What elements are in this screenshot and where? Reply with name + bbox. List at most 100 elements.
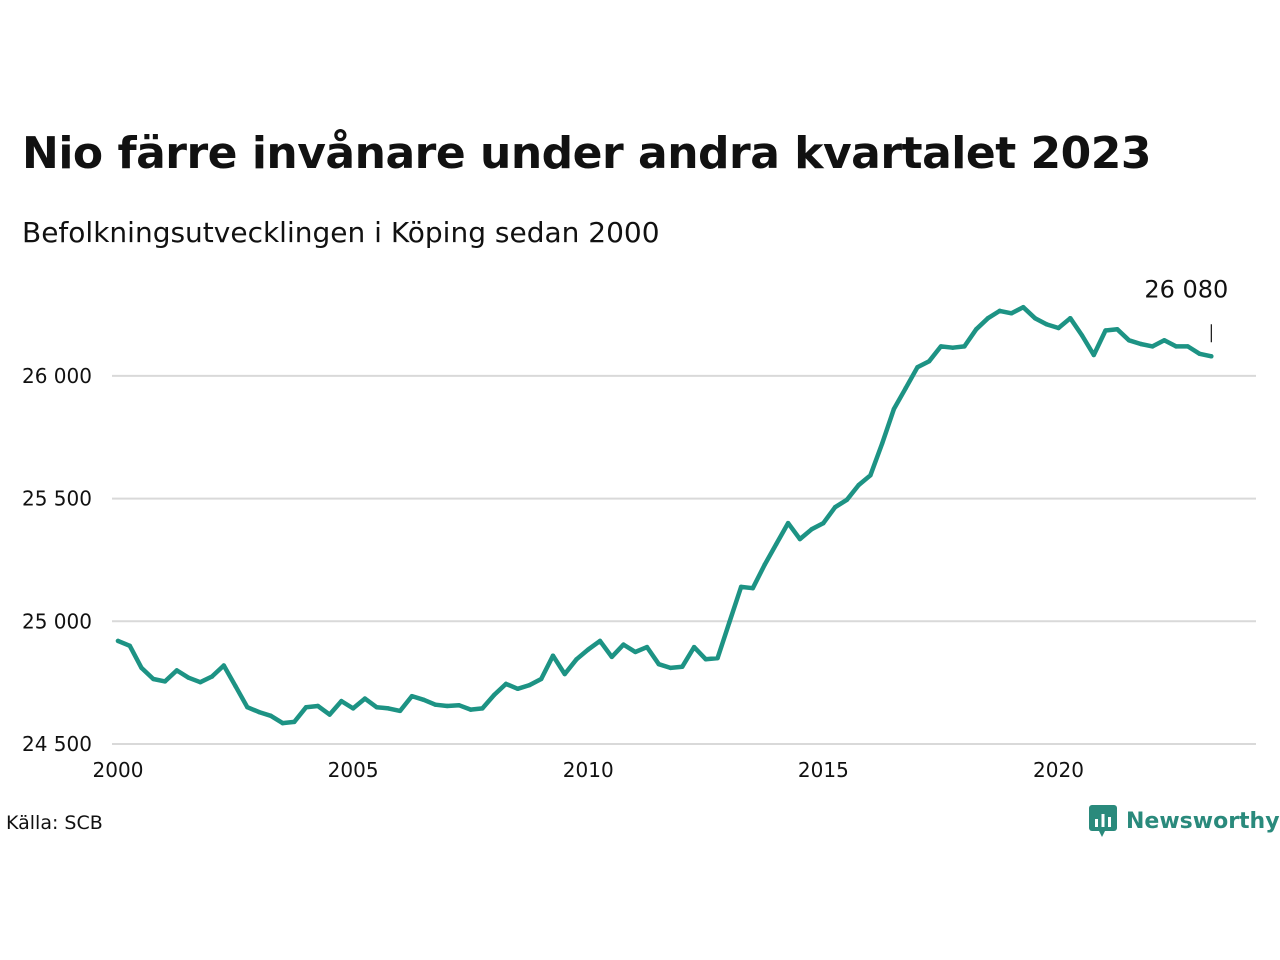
annotation-layer: 26 080 [1144,275,1228,343]
data-point [1079,333,1085,338]
data-point [1091,352,1096,358]
data-point [1150,344,1155,349]
data-point [668,665,673,671]
x-axis-tick-labels: 2000 2005 2010 2015 2020 [93,758,1084,782]
data-point [715,655,720,661]
source-note: Källa: SCB [6,812,103,834]
data-point [962,344,967,349]
brand-name: Newsworthy [1126,808,1280,834]
data-point [750,585,756,591]
newsworthy-logo-icon [1089,805,1117,837]
data-point [186,675,191,680]
data-point [727,620,732,625]
data-point [656,662,661,667]
data-point [609,654,614,660]
data-point [1068,316,1073,321]
data-point [151,676,156,682]
data-point [444,703,450,709]
data-point [127,643,132,649]
data-point [268,713,274,718]
data-point [738,584,744,590]
data-point [503,681,509,687]
data-point [327,712,332,717]
data-point [597,638,603,644]
data-point [550,653,556,658]
data-point [680,664,685,669]
data-point [433,702,438,707]
x-tick-label: 2020 [1033,758,1084,782]
data-point [926,358,932,364]
data-point [821,520,826,526]
series-line [115,304,1214,726]
y-tick-label: 24 500 [22,732,92,756]
data-point [774,541,779,547]
data-point [339,698,344,704]
data-point [233,684,238,689]
data-point [539,676,544,682]
data-point [315,703,321,709]
y-tick-label: 25 500 [22,487,92,511]
data-point [562,671,567,677]
data-point [174,668,179,673]
data-point [221,663,227,668]
data-point [1021,304,1026,310]
data-point [468,707,473,712]
data-point [574,657,579,662]
data-point [245,704,250,710]
data-point [515,686,520,691]
data-point [1009,311,1014,316]
data-point [1138,341,1143,347]
data-point [868,473,873,478]
y-axis-tick-labels: 24 500 25 000 25 500 26 000 [22,364,92,756]
data-point [644,644,650,650]
y-tick-label: 26 000 [22,364,92,388]
data-point [586,647,591,652]
data-point [1126,338,1132,343]
data-point [350,706,356,711]
newsworthy-brand: Newsworthy [1088,804,1280,838]
data-point [891,406,897,412]
data-point [797,536,803,542]
x-tick-label: 2000 [93,758,144,782]
data-point [162,679,168,684]
chart-subtitle: Befolkningsutvecklingen i Köping sedan 2… [22,216,660,249]
data-point [844,497,850,503]
data-point [139,665,144,671]
data-point [621,642,626,647]
data-point [1185,344,1191,349]
data-point [691,644,697,650]
data-point [374,704,379,710]
data-point [985,316,991,321]
chart-title: Nio färre invånare under andra kvartalet… [22,128,1152,179]
data-point [421,697,426,703]
data-point [209,674,215,679]
data-point [703,657,709,662]
grid-lines [112,374,1256,745]
data-point [832,504,838,510]
data-point [1115,327,1120,332]
y-tick-label: 25 000 [22,609,92,633]
data-point [879,441,885,446]
data-point [456,703,462,708]
data-point [1209,354,1214,359]
data-point [903,385,908,391]
data-point [386,706,391,711]
data-point [1197,351,1202,357]
data-point [1173,344,1179,349]
data-point [362,696,368,701]
x-tick-label: 2010 [563,758,614,782]
data-point [198,679,203,685]
data-point [409,693,415,699]
data-point [938,344,944,349]
series-layer [115,304,1214,726]
data-point [280,720,285,726]
data-point [292,719,297,725]
data-point [303,704,309,710]
data-point [1044,322,1049,327]
data-point [762,562,767,568]
data-point [950,345,955,350]
data-point [633,649,638,655]
data-point [785,520,791,526]
data-point [256,709,262,715]
